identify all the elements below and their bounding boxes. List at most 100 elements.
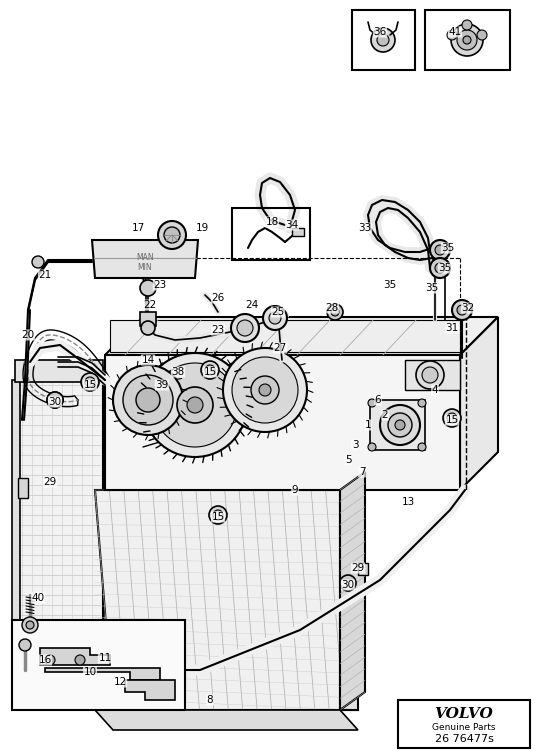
Text: 16: 16 <box>38 655 52 665</box>
Text: 4: 4 <box>431 385 438 395</box>
Circle shape <box>75 655 85 665</box>
Circle shape <box>45 655 55 665</box>
Polygon shape <box>340 490 358 710</box>
Text: 6: 6 <box>374 395 381 405</box>
Text: 35: 35 <box>438 263 451 273</box>
Text: 23: 23 <box>211 325 225 335</box>
Polygon shape <box>95 710 358 730</box>
Text: 28: 28 <box>325 303 338 313</box>
Circle shape <box>85 377 95 387</box>
Circle shape <box>377 34 389 46</box>
Bar <box>232 208 310 260</box>
Text: 41: 41 <box>448 27 462 37</box>
Bar <box>405 360 460 390</box>
Text: 30: 30 <box>342 580 355 590</box>
Circle shape <box>205 365 215 375</box>
Circle shape <box>259 384 271 396</box>
Circle shape <box>371 28 395 52</box>
Circle shape <box>123 375 173 425</box>
Circle shape <box>201 361 219 379</box>
Text: 40: 40 <box>31 593 45 603</box>
Polygon shape <box>460 317 498 490</box>
Text: 38: 38 <box>172 367 185 377</box>
Bar <box>425 10 510 70</box>
Bar <box>12 620 185 710</box>
Polygon shape <box>340 472 365 710</box>
Circle shape <box>451 24 483 56</box>
Circle shape <box>416 361 444 389</box>
Circle shape <box>113 365 183 435</box>
Text: MIN: MIN <box>138 263 152 273</box>
Text: 14: 14 <box>141 355 154 365</box>
Text: 7: 7 <box>359 467 365 477</box>
Circle shape <box>447 30 457 40</box>
Text: 22: 22 <box>143 300 157 310</box>
Text: 2: 2 <box>381 410 388 420</box>
Circle shape <box>430 240 450 260</box>
Circle shape <box>452 300 472 320</box>
Text: 31: 31 <box>445 323 458 333</box>
Text: 39: 39 <box>155 380 168 390</box>
Circle shape <box>418 399 426 407</box>
Circle shape <box>223 348 307 432</box>
Bar <box>15 360 103 382</box>
Circle shape <box>435 263 445 273</box>
Circle shape <box>435 245 445 255</box>
Circle shape <box>463 36 471 44</box>
Circle shape <box>340 575 356 591</box>
Text: 35: 35 <box>384 280 397 290</box>
Text: 36: 36 <box>373 27 387 37</box>
Text: 15: 15 <box>445 415 458 425</box>
Circle shape <box>136 388 160 412</box>
Text: 30: 30 <box>48 397 61 407</box>
Text: Genuine Parts: Genuine Parts <box>432 723 495 732</box>
Circle shape <box>153 363 237 447</box>
Text: VOLVO: VOLVO <box>435 707 493 721</box>
Text: 1: 1 <box>365 420 371 430</box>
Bar <box>12 380 20 650</box>
Text: 27: 27 <box>273 343 287 353</box>
Circle shape <box>457 305 467 315</box>
Circle shape <box>81 373 99 391</box>
Bar <box>15 648 103 670</box>
Text: 25: 25 <box>271 307 285 317</box>
Circle shape <box>237 320 253 336</box>
Circle shape <box>331 308 339 316</box>
Circle shape <box>47 392 63 408</box>
Text: 11: 11 <box>98 653 111 663</box>
Bar <box>398 700 530 748</box>
Circle shape <box>430 258 450 278</box>
Text: 29: 29 <box>44 477 56 487</box>
Text: 3: 3 <box>352 440 358 450</box>
Text: 21: 21 <box>38 270 52 280</box>
Circle shape <box>22 617 38 633</box>
Circle shape <box>443 409 461 427</box>
Circle shape <box>327 304 343 320</box>
Circle shape <box>368 399 376 407</box>
Text: 29: 29 <box>351 563 365 573</box>
Text: 26 76477s: 26 76477s <box>435 734 493 744</box>
Text: 10: 10 <box>83 667 96 677</box>
Text: 20: 20 <box>22 330 34 340</box>
Text: 9: 9 <box>292 485 298 495</box>
Circle shape <box>143 353 247 457</box>
Text: 5: 5 <box>345 455 351 465</box>
Polygon shape <box>105 317 498 355</box>
Text: 19: 19 <box>195 223 209 233</box>
Circle shape <box>19 639 31 651</box>
Bar <box>140 312 156 326</box>
Bar <box>15 380 103 650</box>
Circle shape <box>141 321 155 335</box>
Text: 13: 13 <box>401 497 415 507</box>
Polygon shape <box>40 648 110 665</box>
Polygon shape <box>95 490 358 710</box>
Text: 8: 8 <box>207 695 213 705</box>
Circle shape <box>251 376 279 404</box>
Polygon shape <box>125 680 175 700</box>
Text: MAN: MAN <box>136 254 154 263</box>
Text: 24: 24 <box>245 300 259 310</box>
Circle shape <box>263 306 287 330</box>
Text: 15: 15 <box>83 380 97 390</box>
Circle shape <box>447 413 457 423</box>
Circle shape <box>368 443 376 451</box>
